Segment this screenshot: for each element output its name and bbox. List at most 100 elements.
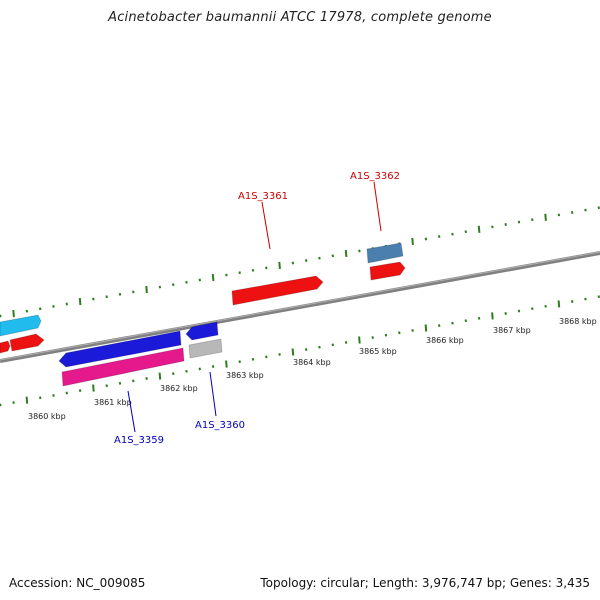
ruler-label-3861: 3861 kbp [94,398,132,407]
major-tick [344,249,348,257]
minor-tick [384,333,388,337]
genome-backbone [0,251,600,363]
feature-cyan-outline [0,314,42,337]
feature-cyan[interactable] [0,315,41,336]
minor-tick [118,292,122,296]
ruler-label-3865: 3865 kbp [359,347,397,356]
minor-tick [38,307,42,311]
ruler-label-3867: 3867 kbp [493,326,531,335]
minor-tick [531,307,534,311]
ruler-label-3860: 3860 kbp [28,412,66,421]
minor-tick [52,304,55,308]
feature-red-left[interactable] [10,334,44,351]
minor-tick [132,379,135,383]
minor-tick [358,249,361,253]
minor-tick [504,312,507,315]
feature-a1s-3362-steelblue-outline [366,242,404,264]
leader-a1s-3362 [373,181,382,232]
major-tick [557,300,561,308]
minor-tick [464,319,468,323]
feature-shading [0,242,406,387]
minor-tick [12,401,15,405]
gene-label-a1s-3361[interactable]: A1S_3361 [238,191,288,202]
minor-tick [344,340,348,344]
major-tick [491,312,494,320]
minor-tick [477,316,481,320]
minor-tick [531,218,534,222]
major-tick [78,298,82,306]
genome-summary-text: Topology: circular; Length: 3,976,747 bp… [260,576,590,590]
major-tick [211,273,215,282]
minor-tick [544,304,547,308]
major-tick [424,324,428,332]
gene-label-a1s-3359[interactable]: A1S_3359 [114,435,164,446]
minor-tick [437,324,441,328]
minor-tick [132,290,135,294]
minor-tick [38,396,42,400]
feature-a1s-3362-steelblue[interactable] [367,243,403,263]
feature-blue-long[interactable] [59,331,181,367]
minor-tick [251,357,255,361]
minor-tick [570,211,574,214]
minor-tick [198,278,202,282]
minor-tick [278,352,281,356]
minor-tick [318,345,321,349]
feature-red-left-small[interactable] [0,341,10,353]
minor-tick [145,377,148,380]
minor-tick [65,302,69,306]
minor-tick [225,273,228,277]
gene-label-a1s-3362[interactable]: A1S_3362 [350,171,400,182]
minor-tick [304,348,308,352]
feature-magenta[interactable] [62,348,184,386]
feature-blue-short[interactable] [186,322,218,340]
major-tick [92,384,95,392]
minor-tick [584,297,587,301]
major-tick [358,336,361,344]
minor-tick [424,237,428,241]
minor-tick [185,369,188,373]
minor-tick [304,259,308,263]
minor-tick [25,309,29,313]
feature-a1s-3362-red[interactable] [370,262,405,280]
feature-gray[interactable] [189,339,222,358]
minor-tick [171,283,175,287]
minor-tick [211,365,215,368]
minor-tick [198,367,202,371]
minor-tick [597,206,600,210]
minor-tick [398,331,401,335]
minor-tick [78,389,82,393]
tick-row-inner [0,295,600,407]
major-tick [278,261,281,269]
feature-a1s-3362-red-outline [369,261,406,281]
major-tick [158,372,162,380]
minor-tick [265,355,268,359]
feature-gray-outline [188,338,223,359]
minor-tick [411,328,414,332]
ruler-label-3866: 3866 kbp [426,336,464,345]
genome-backbone-highlight [0,251,600,361]
major-tick [411,237,414,245]
tick-row-outer [0,206,600,318]
minor-tick [158,285,162,289]
leader-a1s-3361 [261,201,271,250]
ruler-label-3868: 3868 kbp [559,317,597,326]
leader-a1s-3359 [127,390,136,433]
minor-tick [251,268,255,272]
minor-tick [118,381,122,385]
gene-label-a1s-3360[interactable]: A1S_3360 [195,420,245,431]
minor-tick [557,213,561,217]
feature-a1s-3361[interactable] [232,276,323,305]
minor-tick [0,314,2,318]
minor-tick [265,266,268,270]
minor-tick [584,208,587,212]
minor-tick [517,220,521,224]
minor-tick [570,300,574,303]
minor-tick [504,223,507,226]
minor-tick [291,261,295,265]
accession-text: Accession: NC_009085 [9,576,146,590]
major-tick [12,310,15,318]
minor-tick [597,295,600,299]
minor-tick [517,309,521,313]
minor-tick [238,360,241,364]
